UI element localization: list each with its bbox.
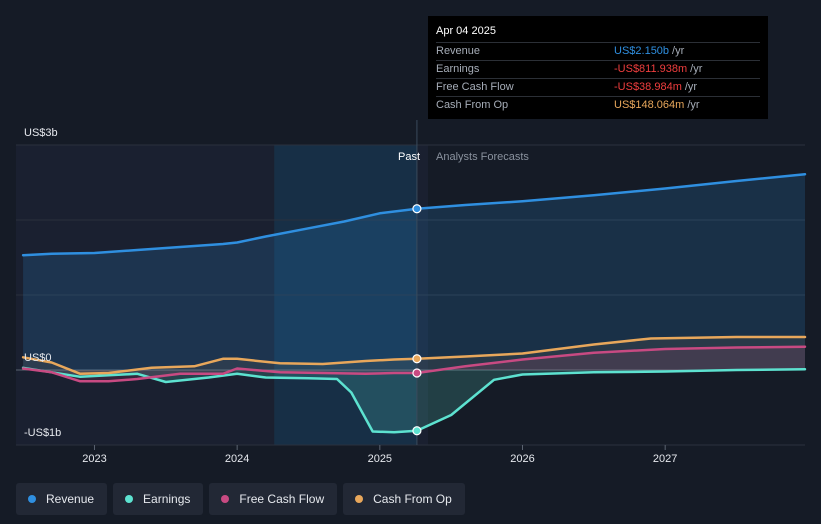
legend-dot-icon bbox=[125, 495, 134, 503]
legend-item-cash-from-op[interactable]: Cash From Op bbox=[343, 483, 465, 515]
data-tooltip: Apr 04 2025 Revenue US$2.150b /yr Earnin… bbox=[428, 16, 768, 119]
tooltip-label: Cash From Op bbox=[436, 99, 509, 111]
x-tick-label: 2024 bbox=[225, 453, 249, 465]
series-lines bbox=[21, 173, 807, 434]
past-label: Past bbox=[398, 151, 420, 163]
free-cash-flow-marker bbox=[412, 368, 422, 378]
chart-legend: Revenue Earnings Free Cash Flow Cash Fro… bbox=[16, 483, 471, 515]
revenue-area bbox=[23, 174, 806, 370]
x-tick-label: 2023 bbox=[82, 453, 106, 465]
x-axis-ticks: 2023 2024 2025 2026 2027 bbox=[82, 445, 677, 465]
tooltip-row-revenue: Revenue US$2.150b /yr bbox=[436, 42, 760, 60]
revenue-marker bbox=[412, 204, 422, 214]
tooltip-value: -US$811.938m bbox=[614, 63, 688, 75]
x-tick-label: 2025 bbox=[368, 453, 392, 465]
tooltip-row-earnings: Earnings -US$811.938m /yr bbox=[436, 60, 760, 78]
tooltip-date: Apr 04 2025 bbox=[436, 25, 496, 37]
tooltip-value: US$148.064m bbox=[614, 99, 685, 111]
legend-dot-icon bbox=[355, 495, 364, 503]
y-label-top: US$3b bbox=[24, 127, 58, 139]
y-label-zero: US$0 bbox=[24, 352, 52, 364]
earnings-area bbox=[23, 367, 806, 433]
tooltip-row-cash-from-op: Cash From Op US$148.064m /yr bbox=[436, 96, 760, 114]
grid-lines bbox=[16, 144, 805, 446]
revenue-line bbox=[21, 173, 807, 257]
x-tick-label: 2026 bbox=[510, 453, 534, 465]
cash-from-op-line bbox=[21, 335, 807, 376]
tooltip-label: Free Cash Flow bbox=[436, 81, 514, 93]
earnings-line bbox=[21, 366, 807, 434]
legend-label: Revenue bbox=[46, 492, 95, 506]
legend-item-free-cash-flow[interactable]: Free Cash Flow bbox=[209, 483, 338, 515]
highlight-markers bbox=[412, 204, 422, 436]
legend-label: Free Cash Flow bbox=[239, 492, 325, 506]
legend-dot-icon bbox=[221, 495, 230, 503]
legend-label: Earnings bbox=[143, 492, 191, 506]
legend-label: Cash From Op bbox=[373, 492, 452, 506]
tooltip-unit: /yr bbox=[690, 63, 703, 75]
tooltip-label: Revenue bbox=[436, 45, 481, 57]
legend-item-revenue[interactable]: Revenue bbox=[16, 483, 108, 515]
tooltip-unit: /yr bbox=[687, 99, 700, 111]
cash-from-op-area bbox=[23, 337, 806, 374]
y-label-bottom: -US$1b bbox=[24, 427, 61, 439]
tooltip-label: Earnings bbox=[436, 63, 480, 75]
legend-dot-icon bbox=[28, 495, 36, 503]
earnings-marker bbox=[412, 426, 422, 436]
tooltip-value: US$2.150b bbox=[614, 45, 670, 57]
tooltip-unit: /yr bbox=[684, 81, 698, 93]
x-tick-label: 2027 bbox=[653, 453, 677, 465]
cash-from-op-marker bbox=[412, 354, 422, 364]
legend-item-earnings[interactable]: Earnings bbox=[113, 483, 204, 515]
forecast-label: Analysts Forecasts bbox=[436, 151, 529, 163]
tooltip-row-free-cash-flow: Free Cash Flow -US$38.984m /yr bbox=[436, 78, 760, 96]
tooltip-unit: /yr bbox=[672, 45, 685, 57]
free-cash-flow-line bbox=[21, 345, 807, 383]
tooltip-value: -US$38.984m bbox=[614, 81, 682, 93]
